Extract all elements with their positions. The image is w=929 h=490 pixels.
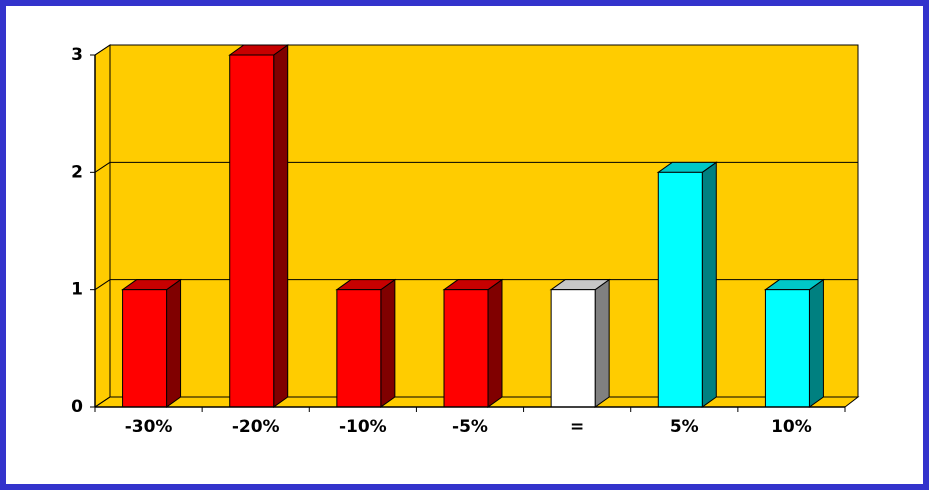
bar xyxy=(550,289,596,408)
grid-line xyxy=(94,44,111,56)
bar xyxy=(336,289,382,408)
bar xyxy=(764,289,810,408)
bar-side xyxy=(701,161,717,408)
bar-side xyxy=(166,278,182,408)
bar xyxy=(229,54,275,408)
grid-line xyxy=(94,396,111,408)
bar-side xyxy=(487,278,503,408)
side-wall xyxy=(94,44,111,408)
bar-side xyxy=(594,278,610,408)
y-tick-label: 3 xyxy=(71,45,83,65)
bars xyxy=(121,44,825,408)
x-tick-label: 10% xyxy=(771,417,812,437)
bar-side xyxy=(273,44,289,408)
x-tick-label: = xyxy=(570,417,584,437)
y-tick-label: 2 xyxy=(71,162,83,182)
bar-side xyxy=(808,278,824,408)
bar-side xyxy=(380,278,396,408)
y-tick-label: 0 xyxy=(71,397,83,417)
bar xyxy=(122,289,168,408)
x-tick-label: -20% xyxy=(232,417,280,437)
bar xyxy=(443,289,489,408)
bar xyxy=(657,171,703,408)
x-tick-label: -30% xyxy=(125,417,173,437)
x-tick-label: 5% xyxy=(670,417,699,437)
x-tick-label: -5% xyxy=(452,417,488,437)
grid-line xyxy=(94,161,111,173)
grid-line xyxy=(94,279,111,291)
x-tick-label: -10% xyxy=(339,417,387,437)
y-tick-label: 1 xyxy=(71,280,83,300)
